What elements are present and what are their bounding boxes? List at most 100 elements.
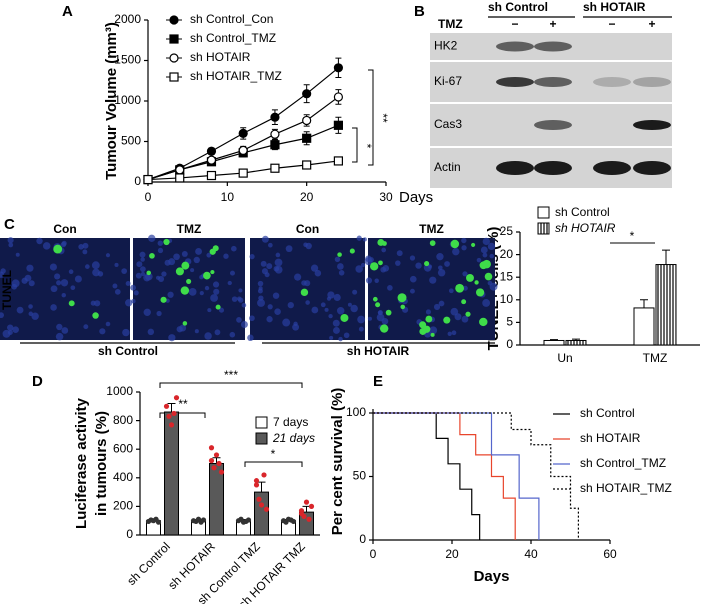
tunel-cell	[430, 332, 435, 337]
nucleus	[114, 289, 121, 295]
nucleus	[82, 242, 89, 249]
band	[593, 77, 631, 87]
tunel-cell	[175, 267, 184, 276]
legend-label: sh Control	[580, 406, 635, 420]
x-tick-label: Un	[557, 351, 572, 365]
nucleus	[357, 315, 365, 324]
nucleus	[147, 328, 155, 336]
x-tick-label: 30	[379, 190, 393, 204]
y-tick-label: 10	[500, 292, 514, 306]
band	[633, 77, 671, 87]
group-label: sh HOTAIR	[583, 0, 646, 14]
annotation: **	[178, 397, 188, 411]
tunel-cell	[479, 261, 488, 270]
nucleus	[60, 279, 69, 287]
nucleus	[358, 326, 364, 332]
error-bar	[572, 338, 580, 341]
nucleus	[387, 285, 393, 291]
nucleus	[333, 327, 340, 334]
nucleus	[350, 304, 358, 313]
data-point	[200, 517, 207, 523]
x-tick-label: TMZ	[643, 351, 668, 365]
nucleus	[461, 237, 467, 244]
nucleus	[266, 316, 273, 323]
legend-label: sh Control	[555, 205, 610, 219]
marker	[169, 72, 179, 82]
nucleus	[91, 261, 100, 270]
nucleus	[229, 331, 236, 338]
nucleus	[425, 309, 431, 315]
nucleus	[447, 331, 452, 336]
panel-label: B	[414, 3, 425, 20]
nucleus	[238, 288, 243, 293]
nucleus	[258, 286, 263, 291]
nucleus	[429, 276, 437, 284]
bracket	[352, 127, 358, 163]
data-point	[171, 410, 177, 417]
nucleus	[336, 307, 345, 315]
nucleus	[368, 257, 374, 263]
nucleus	[139, 251, 146, 258]
nucleus	[0, 312, 4, 319]
nucleus	[274, 258, 283, 267]
nucleus	[206, 252, 212, 258]
tunel-cell	[443, 316, 451, 324]
nucleus	[451, 330, 457, 336]
nucleus	[24, 274, 32, 282]
nucleus	[195, 248, 202, 255]
data-point	[253, 478, 260, 484]
nucleus	[145, 272, 153, 281]
nucleus	[74, 275, 82, 283]
tunel-cell	[425, 315, 433, 323]
panel-label: A	[62, 3, 73, 20]
nucleus	[462, 285, 468, 291]
band	[534, 41, 572, 52]
nucleus	[410, 288, 415, 294]
nucleus	[50, 304, 57, 311]
nucleus	[157, 247, 164, 254]
group-label: sh Control	[98, 344, 158, 358]
nucleus	[164, 259, 171, 266]
band	[496, 41, 534, 52]
x-tick-label: 20	[300, 190, 314, 204]
lane-label: −	[608, 17, 615, 31]
y-tick-label: 50	[353, 469, 367, 483]
nucleus	[438, 300, 445, 307]
marker	[175, 165, 185, 175]
nucleus	[257, 280, 264, 287]
nucleus	[236, 296, 242, 302]
marker	[175, 173, 185, 183]
nucleus	[181, 251, 188, 257]
nucleus	[272, 292, 280, 299]
tunel-cell	[400, 304, 406, 310]
nucleus	[173, 253, 180, 261]
data-point	[208, 445, 215, 451]
nucleus	[56, 323, 63, 331]
data-point	[263, 506, 270, 512]
error-bar	[212, 457, 221, 464]
marker	[333, 120, 343, 130]
nucleus	[274, 308, 281, 315]
x-tick-label: 20	[445, 547, 459, 561]
y-tick-label: 1000	[114, 93, 141, 107]
nucleus	[314, 269, 322, 277]
nucleus	[143, 308, 151, 317]
nucleus	[94, 300, 101, 307]
marker	[302, 89, 312, 99]
nucleus	[415, 262, 422, 269]
y-tick-label: 100	[346, 405, 366, 419]
nucleus	[301, 280, 307, 286]
nucleus	[240, 321, 248, 329]
y-axis-label: Tumour Volume (mm³)	[103, 22, 120, 180]
y-tick-label: 2000	[114, 12, 141, 26]
nucleus	[0, 271, 5, 278]
nucleus	[294, 273, 302, 281]
band	[593, 161, 631, 175]
survival-line	[373, 412, 540, 540]
y-tick-label: 500	[121, 134, 141, 148]
x-axis-label: Days	[474, 568, 510, 585]
nucleus	[7, 329, 13, 335]
nucleus	[136, 261, 143, 268]
data-point	[216, 460, 222, 467]
y-tick-label: 0	[126, 527, 133, 541]
